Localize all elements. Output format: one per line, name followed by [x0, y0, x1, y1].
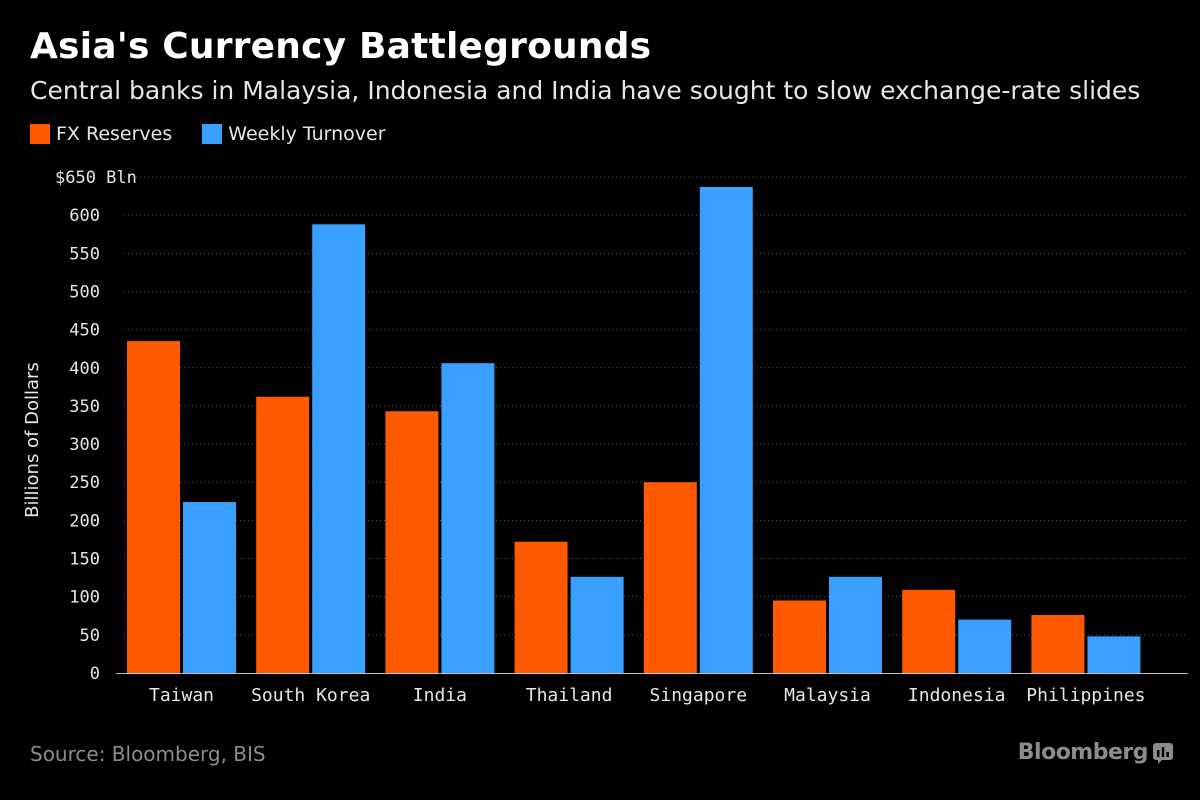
- y-tick-label-650: $650 Bln: [55, 168, 137, 188]
- bar-fx-reserves-philippines: [1031, 615, 1085, 673]
- y-axis-label: Billions of Dollars: [22, 362, 43, 518]
- x-tick-label-india: India: [413, 685, 467, 706]
- legend: FX Reserves Weekly Turnover: [30, 123, 416, 145]
- bar-weekly-turnover-malaysia: [829, 576, 882, 673]
- legend-swatch-fx-reserves: [30, 124, 50, 144]
- y-tick-label-400: 400: [69, 359, 100, 379]
- bloomberg-logo: Bloomberg: [1018, 740, 1174, 765]
- x-tick-label-indonesia: Indonesia: [908, 685, 1006, 706]
- bar-fx-reserves-south-korea: [256, 396, 310, 673]
- x-tick-label-thailand: Thailand: [526, 685, 613, 706]
- bar-weekly-turnover-india: [441, 363, 495, 673]
- y-tick-label-600: 600: [69, 206, 100, 226]
- bar-fx-reserves-india: [385, 411, 439, 673]
- y-tick-label-500: 500: [69, 282, 100, 302]
- legend-swatch-weekly-turnover: [202, 124, 223, 144]
- bar-weekly-turnover-thailand: [570, 576, 624, 673]
- chart-title: Asia's Currency Battlegrounds: [30, 26, 652, 67]
- bar-fx-reserves-thailand: [514, 541, 568, 673]
- y-tick-label-550: 550: [69, 244, 100, 264]
- x-tick-label-south-korea: South Korea: [251, 685, 370, 706]
- bar-fx-reserves-malaysia: [773, 600, 826, 673]
- bar-fx-reserves-singapore: [643, 482, 697, 673]
- chart-subtitle: Central banks in Malaysia, Indonesia and…: [30, 76, 1141, 105]
- bar-fx-reserves-taiwan: [127, 341, 180, 673]
- bar-weekly-turnover-indonesia: [958, 619, 1012, 673]
- bloomberg-terminal-icon: [1153, 742, 1173, 764]
- y-tick-label-50: 50: [80, 626, 100, 646]
- x-tick-label-taiwan: Taiwan: [149, 685, 214, 706]
- y-tick-label-450: 450: [69, 321, 100, 341]
- bar-fx-reserves-indonesia: [902, 589, 956, 673]
- legend-label-fx-reserves: FX Reserves: [56, 123, 173, 145]
- logo-text: Bloomberg: [1017, 740, 1149, 765]
- x-tick-label-singapore: Singapore: [650, 685, 748, 706]
- source-note: Source: Bloomberg, BIS: [30, 742, 266, 766]
- legend-item-weekly-turnover: Weekly Turnover: [202, 123, 386, 145]
- x-tick-label-malaysia: Malaysia: [784, 685, 871, 706]
- x-tick-label-philippines: Philippines: [1026, 685, 1145, 706]
- y-tick-label-100: 100: [69, 588, 100, 608]
- axis-layer: 0 50 100 150 200 250 300 350 400 450 500 550 600 $650…: [55, 168, 1188, 706]
- y-tick-label-250: 250: [69, 473, 100, 493]
- bar-weekly-turnover-south-korea: [312, 224, 366, 673]
- bar-weekly-turnover-singapore: [699, 186, 753, 674]
- y-tick-label-300: 300: [69, 435, 100, 455]
- legend-label-weekly-turnover: Weekly Turnover: [228, 123, 386, 145]
- y-tick-label-0: 0: [90, 664, 100, 684]
- bars-layer: [127, 186, 1141, 674]
- y-tick-label-150: 150: [69, 550, 100, 570]
- y-tick-label-200: 200: [69, 511, 100, 531]
- bar-weekly-turnover-taiwan: [183, 502, 236, 673]
- y-tick-label-350: 350: [69, 397, 100, 417]
- bar-weekly-turnover-philippines: [1087, 636, 1141, 673]
- legend-item-fx-reserves: FX Reserves: [30, 123, 172, 145]
